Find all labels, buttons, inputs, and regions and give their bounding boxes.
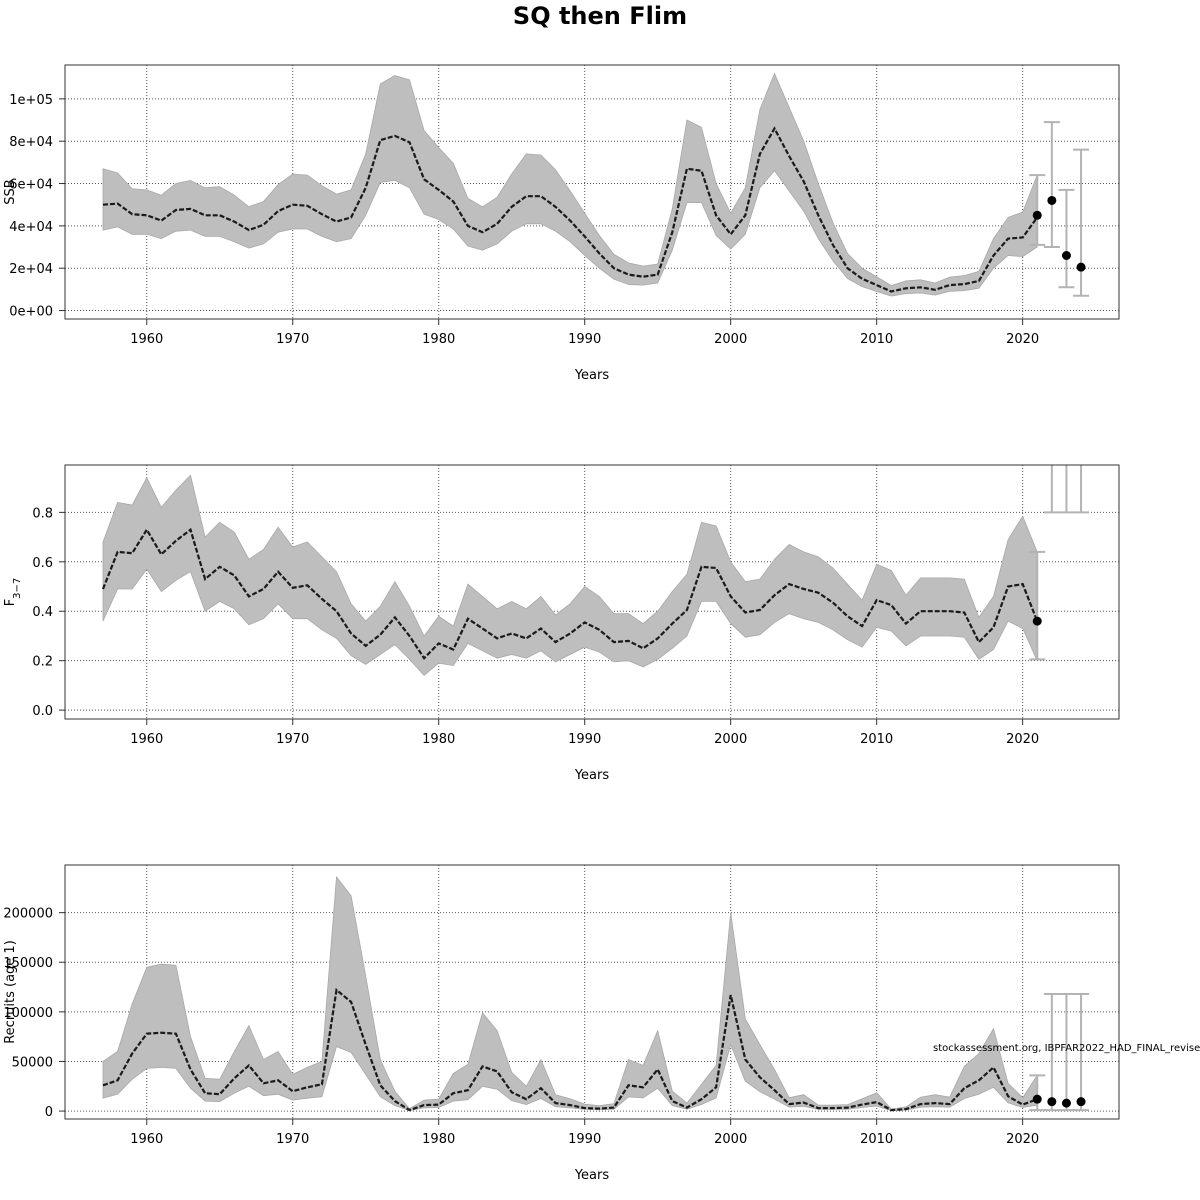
x-axis-title: Years: [574, 1168, 610, 1183]
x-tick-label: 2000: [714, 1132, 747, 1147]
confidence-band: [102, 72, 1038, 297]
y-axis-title-subscript: 3−7: [12, 578, 23, 599]
y-tick-label: 100000: [3, 1006, 53, 1021]
source-annotation: stockassessment.org, IBPFAR2022_HAD_FINA…: [933, 1043, 1200, 1054]
y-axis-title: Recruits (age 1): [3, 940, 18, 1044]
x-tick-label: 2010: [860, 332, 893, 347]
x-tick-label: 2010: [860, 1132, 893, 1147]
y-tick-label: 8e+04: [9, 135, 53, 150]
x-tick-label: 1970: [276, 732, 309, 747]
forecast-point: [1047, 195, 1057, 205]
panel-fbar: 1960 1970 1980 1990 2000 2010 2020 0.0 0.2 0.4 0.6…: [3, 464, 1120, 783]
x-tick-label: 1990: [568, 332, 601, 347]
estimate-line: [102, 987, 1038, 1112]
confidence-band: [102, 875, 1038, 1112]
y-tick-label: 1e+05: [9, 93, 53, 108]
plot-area: [102, 72, 1090, 297]
x-tick-label: 1980: [422, 732, 455, 747]
forecast-point: [1047, 1097, 1057, 1107]
confidence-band: [102, 474, 1038, 677]
y-tick-label: 0.6: [32, 556, 53, 571]
x-tick-label: 1970: [276, 1132, 309, 1147]
y-tick-label: 50000: [12, 1055, 53, 1070]
forecast-point: [1061, 251, 1071, 260]
x-tick-label: 2000: [714, 732, 747, 747]
y-tick-label: 0.2: [32, 655, 53, 670]
panels: 1960 1970 1980 1990 2000 2010 2020 0e+00 2e+04 4e…: [3, 64, 1120, 1183]
y-tick-label: 0e+00: [9, 305, 53, 320]
x-tick-label: 1990: [568, 1132, 601, 1147]
y-tick-label: 6e+04: [9, 178, 53, 193]
x-tick-label: 2010: [860, 732, 893, 747]
estimate-line: [102, 126, 1039, 293]
y-tick-label: 4e+04: [9, 220, 53, 235]
y-axis-title: SSB: [3, 179, 18, 204]
x-tick-label: 2020: [1006, 732, 1039, 747]
x-tick-label: 2000: [714, 332, 747, 347]
x-tick-label: 2020: [1006, 1132, 1039, 1147]
panel-ssb: 1960 1970 1980 1990 2000 2010 2020 0e+00 2e+04 4e…: [3, 64, 1120, 383]
y-axis-title: F3−7: [3, 578, 23, 607]
forecast-point: [1032, 616, 1042, 626]
y-tick-label: 200000: [3, 907, 53, 922]
x-tick-label: 1960: [130, 732, 163, 747]
y-tick-label: 150000: [3, 956, 53, 971]
chart-title: SQ then Flim: [513, 2, 687, 30]
x-tick-label: 1970: [276, 332, 309, 347]
y-tick-label: 0.4: [32, 605, 53, 620]
plot-frame: [64, 864, 1120, 1120]
x-tick-label: 1960: [130, 1132, 163, 1147]
x-tick-label: 1990: [568, 732, 601, 747]
y-tick-label: 0.0: [32, 704, 53, 719]
x-tick-label: 1980: [422, 1132, 455, 1147]
x-axis-title: Years: [574, 368, 610, 383]
y-tick-label: 0.8: [32, 506, 53, 521]
plot-frame: [64, 464, 1120, 720]
estimate-line: [101, 527, 1039, 660]
x-tick-label: 1960: [130, 332, 163, 347]
plot-frame: [64, 64, 1120, 320]
y-tick-label: 2e+04: [9, 262, 53, 277]
plot-area: [102, 875, 1090, 1112]
x-tick-label: 1980: [422, 332, 455, 347]
forecast-point: [1076, 262, 1086, 272]
panel-recruits: 1960 1970 1980 1990 2000 2010 2020 0 50000 100000…: [3, 864, 1120, 1183]
plot-area: [101, 465, 1090, 677]
forecast-point: [1061, 1098, 1071, 1108]
forecast-point: [1032, 1094, 1042, 1104]
forecast-point: [1032, 210, 1042, 220]
x-axis-title: Years: [574, 768, 610, 783]
y-tick-label: 0: [45, 1105, 53, 1120]
forecast-point: [1076, 1097, 1086, 1107]
x-tick-label: 2020: [1006, 332, 1039, 347]
